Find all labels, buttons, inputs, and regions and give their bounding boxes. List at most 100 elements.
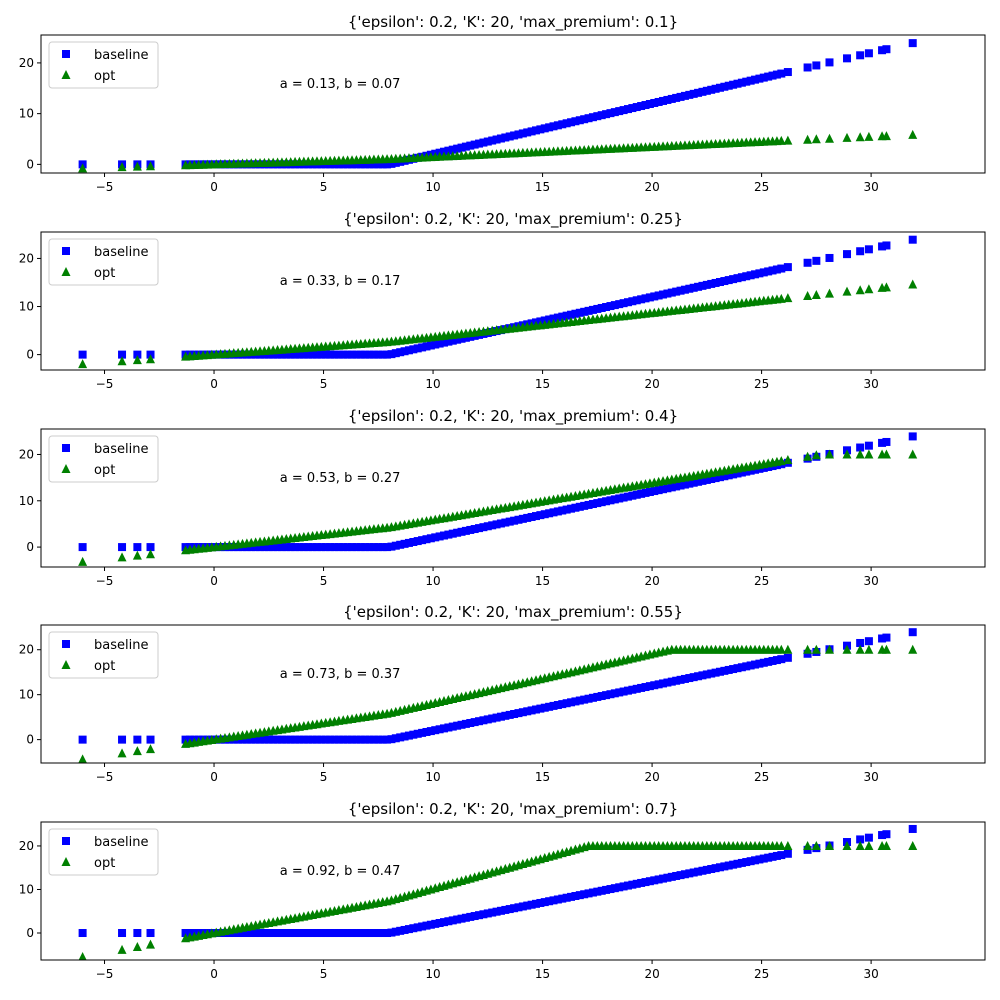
baseline-marker: [672, 871, 681, 880]
baseline-marker: [483, 137, 492, 146]
baseline-marker: [435, 339, 444, 348]
baseline-marker: [251, 735, 260, 744]
baseline-marker: [326, 929, 335, 938]
baseline-marker: [448, 336, 457, 345]
y-tick-label: 20: [19, 447, 34, 461]
baseline-marker: [878, 831, 887, 840]
baseline-marker: [803, 63, 812, 72]
baseline-marker: [632, 490, 641, 499]
baseline-marker: [531, 899, 540, 908]
baseline-marker: [321, 350, 330, 359]
baseline-marker: [580, 695, 589, 704]
baseline-marker: [571, 117, 580, 126]
baseline-marker: [768, 266, 777, 275]
baseline-marker: [755, 659, 764, 668]
baseline-marker: [492, 713, 501, 722]
baseline-marker: [588, 113, 597, 122]
x-tick-label: 5: [320, 770, 328, 784]
opt-marker: [78, 556, 88, 566]
baseline-marker: [759, 854, 768, 863]
baseline-marker: [645, 100, 654, 108]
x-tick-label: 30: [863, 770, 878, 784]
baseline-marker: [777, 655, 786, 664]
baseline-marker: [575, 696, 584, 705]
baseline-marker: [422, 342, 431, 351]
baseline-marker: [724, 276, 733, 285]
baseline-marker: [711, 864, 720, 873]
baseline-marker: [461, 719, 470, 728]
baseline-marker: [527, 512, 536, 521]
baseline-marker: [118, 735, 127, 744]
baseline-marker: [330, 735, 339, 744]
baseline-marker: [317, 543, 326, 552]
baseline-marker: [348, 160, 357, 169]
baseline-marker: [733, 664, 742, 673]
baseline-marker: [466, 141, 475, 150]
subplot-5: {'epsilon': 0.2, 'K': 20, 'max_premium':…: [19, 800, 986, 981]
baseline-marker: [707, 475, 716, 484]
baseline-marker: [260, 543, 269, 552]
baseline-marker: [545, 702, 554, 711]
opt-marker: [117, 552, 127, 562]
baseline-marker: [475, 717, 484, 726]
baseline-marker: [619, 493, 628, 502]
baseline-marker: [637, 102, 646, 111]
baseline-marker: [348, 735, 357, 744]
baseline-marker: [676, 286, 685, 295]
y-tick-label: 20: [19, 56, 34, 70]
baseline-marker: [777, 851, 786, 860]
annotation-text: a = 0.13, b = 0.07: [280, 77, 401, 92]
opt-marker: [803, 290, 813, 300]
baseline-marker: [404, 538, 413, 547]
subplot-title: {'epsilon': 0.2, 'K': 20, 'max_premium':…: [343, 603, 683, 622]
baseline-marker: [510, 904, 519, 913]
baseline-marker: [654, 486, 663, 495]
opt-marker: [811, 134, 821, 144]
baseline-marker: [435, 918, 444, 927]
baseline-marker: [492, 135, 501, 144]
baseline-marker: [571, 892, 580, 901]
baseline-marker: [378, 543, 387, 552]
baseline-marker: [694, 477, 703, 486]
baseline-marker: [672, 676, 681, 685]
baseline-marker: [768, 656, 777, 665]
baseline-marker: [523, 707, 532, 716]
baseline-marker: [518, 129, 527, 138]
y-tick-label: 0: [26, 733, 34, 747]
baseline-marker: [702, 475, 711, 484]
baseline-marker: [628, 297, 637, 306]
baseline-marker: [567, 892, 576, 901]
opt-marker: [132, 942, 142, 952]
baseline-marker: [426, 534, 435, 543]
baseline-marker: [645, 877, 654, 886]
opt-marker: [146, 549, 156, 559]
baseline-marker: [606, 109, 615, 118]
baseline-marker: [361, 735, 370, 744]
baseline-marker: [348, 543, 357, 552]
baseline-marker: [514, 515, 523, 524]
opt-marker: [811, 290, 821, 300]
baseline-marker: [676, 871, 685, 880]
baseline-marker: [286, 735, 295, 744]
baseline-marker: [694, 867, 703, 876]
opt-marker: [855, 449, 865, 459]
baseline-marker: [536, 898, 545, 907]
baseline-marker: [295, 350, 304, 359]
baseline-marker: [562, 119, 571, 128]
baseline-marker: [707, 279, 716, 288]
legend: baseline opt: [48, 41, 159, 89]
legend-box: [48, 631, 159, 679]
baseline-marker: [523, 901, 532, 910]
opt-marker: [908, 279, 918, 289]
baseline-marker: [694, 282, 703, 291]
baseline-marker: [234, 929, 243, 938]
plot-area: [78, 628, 918, 763]
baseline-marker: [650, 98, 659, 107]
baseline-marker: [650, 292, 659, 301]
baseline-marker: [856, 247, 865, 256]
legend-baseline-marker: [62, 50, 70, 58]
baseline-marker: [707, 85, 716, 94]
baseline-marker: [448, 722, 457, 731]
baseline-marker: [374, 929, 383, 938]
